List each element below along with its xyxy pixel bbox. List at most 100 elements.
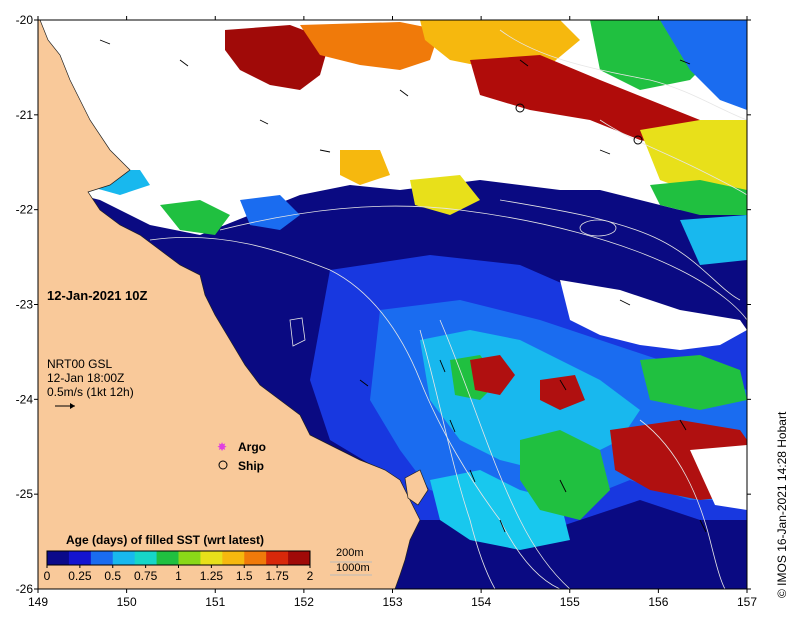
colorbar-tick-label: 1.75: [265, 569, 289, 583]
colorbar-tick-label: 0.25: [68, 569, 92, 583]
sst-patch-cyan-east: [680, 215, 747, 265]
current-arrow: [559, 379, 567, 391]
colorbar-tick-label: 1: [175, 569, 182, 583]
lon-tick-label: 150: [117, 595, 137, 609]
colorbar-tick-label: 0.75: [134, 569, 158, 583]
sst-patch-orange-north: [300, 22, 440, 70]
current-arrow: [259, 119, 269, 125]
scale-arrow-head: [70, 403, 75, 409]
contour-deep-3: [499, 199, 741, 301]
sst-patch-green-3: [640, 355, 747, 410]
lat-tick-label: -20: [16, 13, 34, 27]
lon-tick-label: 154: [471, 595, 491, 609]
colorbar-swatch: [200, 551, 223, 565]
current-arrow: [559, 479, 567, 493]
sst-patch-blue-ne: [660, 20, 747, 110]
contour-1000m: [219, 205, 747, 321]
current-arrow: [359, 379, 369, 387]
date-label: 12-Jan-2021 10Z: [47, 288, 148, 303]
current-source: NRT00 GSL: [47, 357, 113, 371]
current-arrow: [439, 359, 446, 373]
lat-tick-label: -21: [16, 108, 34, 122]
colorbar: [46, 550, 311, 566]
sst-patch-red-ne: [470, 55, 700, 150]
sst-patch-yellow-mid: [410, 175, 480, 215]
lon-tick-label: 153: [382, 595, 402, 609]
map-plot: [38, 20, 747, 589]
ship-legend-label: Ship: [238, 459, 264, 473]
sst-patch-red-2: [540, 375, 585, 410]
lat-tick-label: -22: [16, 203, 34, 217]
current-time: 12-Jan 18:00Z: [47, 371, 125, 385]
colorbar-swatch: [222, 551, 245, 565]
colorbar-tick-label: 2: [307, 569, 314, 583]
colorbar-swatch: [156, 551, 179, 565]
current-arrow: [519, 59, 529, 67]
colorbar-tick-label: 0: [44, 569, 51, 583]
colorbar-tick-label: 0.5: [104, 569, 121, 583]
current-arrow: [449, 419, 456, 433]
colorbar-ticks: 0 0.25 0.5 0.75 1 1.25 1.5 1.75 2: [44, 565, 314, 583]
current-arrow: [679, 419, 687, 431]
current-arrow: [399, 89, 409, 97]
current-arrow: [619, 299, 631, 306]
sst-patch-green: [520, 430, 610, 520]
land-mass: [38, 20, 421, 589]
lat-tick-label: -26: [16, 582, 34, 596]
current-arrow: [99, 39, 111, 45]
credit-label: IMOS 16-Jan-2021 14:28 Hobart: [775, 411, 788, 586]
colorbar-tick-label: 1.5: [236, 569, 253, 583]
depth-legend-1000: 1000m: [336, 562, 370, 574]
lon-tick-label: 155: [560, 595, 580, 609]
colorbar-swatch: [288, 551, 311, 565]
contour-north-1: [499, 29, 747, 121]
lat-tick-label: -25: [16, 487, 34, 501]
contour-reef-ring: [579, 219, 617, 237]
ship-legend-marker: [218, 460, 228, 470]
bathymetry-contours: [149, 29, 747, 589]
argo-marker: ✸: [217, 440, 227, 454]
colorbar-title: Age (days) of filled SST (wrt latest): [66, 533, 265, 547]
lat-tick-label: -23: [16, 298, 34, 312]
contour-200m: [149, 237, 561, 589]
copyright-symbol: ©: [775, 589, 788, 598]
longitude-axis: 149 150 151 152 153 154 155 156 157: [28, 16, 757, 609]
sst-patch-green-coast: [160, 200, 230, 235]
credit-text: © IMOS 16-Jan-2021 14:28 Hobart: [775, 412, 788, 598]
current-arrow: [179, 59, 189, 67]
contour-reef-patch: [289, 317, 306, 347]
current-arrow: [679, 59, 691, 65]
current-arrow: [499, 519, 506, 533]
colorbar-swatch: [178, 551, 201, 565]
current-scale: 0.5m/s (1kt 12h): [47, 385, 134, 399]
colorbar-swatch: [68, 551, 92, 565]
current-arrow: [319, 149, 331, 153]
ship-marker: [515, 103, 525, 113]
current-vectors: [99, 39, 707, 533]
colorbar-tick-label: 1.25: [200, 569, 224, 583]
current-arrow: [699, 519, 707, 533]
cloud-cover-mid: [560, 280, 747, 350]
colorbar-swatch: [134, 551, 158, 565]
depth-legend-200: 200m: [336, 547, 364, 559]
latitude-axis: -20 -21 -22 -23 -24 -25 -26: [16, 13, 751, 596]
current-arrow: [469, 469, 476, 483]
sst-patch-cyan-south: [430, 470, 570, 550]
argo-legend-label: Argo: [238, 440, 266, 454]
contour-deep-4: [639, 419, 726, 589]
colorbar-swatch: [47, 551, 70, 565]
ship-marker: [633, 135, 643, 145]
coastal-island: [404, 469, 429, 506]
contour-deep-1: [419, 329, 496, 589]
sst-patch-blue-coast: [240, 195, 300, 230]
lon-tick-label: 149: [28, 595, 48, 609]
cloud-cover-south: [690, 445, 747, 510]
sst-patch-red-mid: [470, 355, 515, 395]
lat-tick-label: -24: [16, 392, 34, 406]
contour-deep-2: [439, 319, 571, 589]
colorbar-swatch: [90, 551, 114, 565]
colorbar-swatch: [244, 551, 267, 565]
lon-tick-label: 156: [648, 595, 668, 609]
lon-tick-label: 157: [737, 595, 757, 609]
